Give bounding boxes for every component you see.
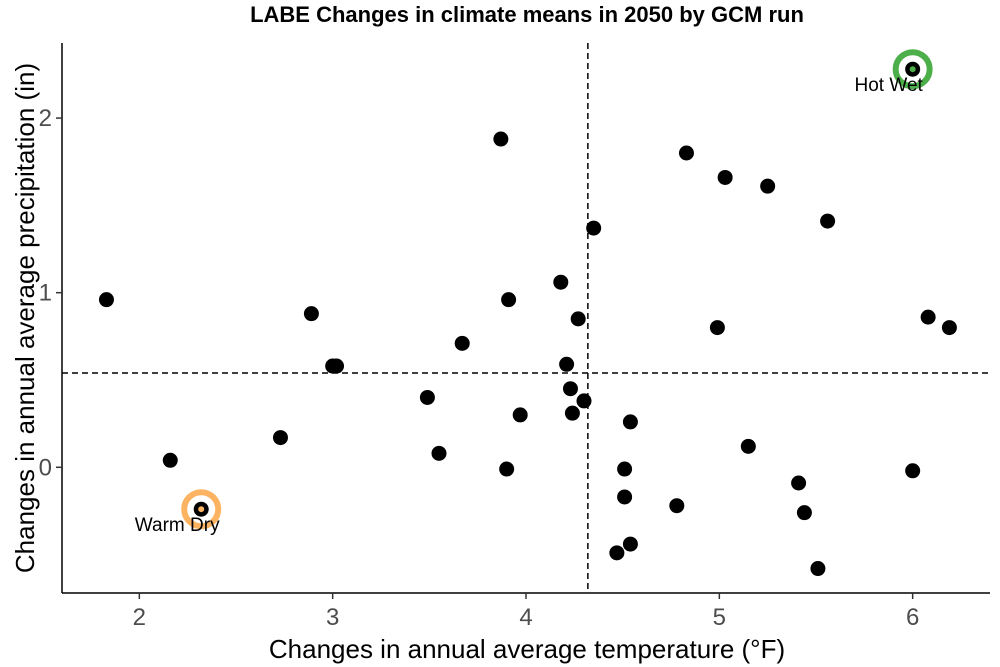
- data-point: [740, 438, 756, 454]
- data-point: [717, 169, 733, 185]
- chart-title: LABE Changes in climate means in 2050 by…: [250, 2, 804, 27]
- highlight-center: [909, 66, 916, 73]
- highlight-label: Warm Dry: [135, 515, 220, 536]
- data-point: [791, 475, 807, 491]
- data-point: [760, 178, 776, 194]
- data-point: [810, 561, 826, 577]
- x-tick-label: 3: [326, 604, 339, 631]
- data-point: [920, 309, 936, 325]
- x-tick-label: 5: [713, 604, 726, 631]
- x-axis-title: Changes in annual average temperature (°…: [269, 634, 785, 664]
- y-tick-label: 0: [39, 454, 52, 481]
- data-point: [617, 489, 633, 505]
- data-point: [586, 220, 602, 236]
- data-point: [501, 292, 517, 308]
- data-point: [454, 335, 470, 351]
- highlight-label: Hot Wet: [855, 75, 924, 96]
- data-point: [559, 356, 575, 372]
- data-point: [820, 213, 836, 229]
- data-point: [431, 445, 447, 461]
- data-point: [796, 505, 812, 521]
- data-point: [419, 389, 435, 405]
- x-tick-label: 6: [906, 604, 919, 631]
- highlight-ring: [892, 49, 933, 90]
- data-point: [617, 461, 633, 477]
- data-point: [512, 407, 528, 423]
- data-point: [622, 414, 638, 430]
- highlight-center: [198, 506, 205, 513]
- data-point: [562, 381, 578, 397]
- highlight-ring: [181, 489, 222, 530]
- data-point: [941, 320, 957, 336]
- data-point: [564, 405, 580, 421]
- data-point: [98, 292, 114, 308]
- y-axis-title: Changes in annual average precipitation …: [10, 63, 40, 573]
- y-tick-label: 2: [39, 105, 52, 132]
- data-point: [709, 320, 725, 336]
- data-point: [669, 498, 685, 514]
- data-point: [493, 131, 509, 147]
- data-point: [303, 306, 319, 322]
- x-tick-label: 4: [519, 604, 532, 631]
- plot-area: 2 3 4 5 6 0 1 2 Hot Wet Warm Dry: [39, 43, 990, 631]
- data-point: [609, 545, 625, 561]
- x-tick-label: 2: [133, 604, 146, 631]
- data-point: [622, 536, 638, 552]
- data-point: [905, 463, 921, 479]
- data-point: [553, 274, 569, 290]
- data-point: [272, 430, 288, 446]
- data-point: [570, 311, 586, 327]
- data-point: [678, 145, 694, 161]
- data-point: [162, 452, 178, 468]
- data-point: [499, 461, 515, 477]
- y-tick-label: 1: [39, 280, 52, 307]
- data-point: [329, 358, 345, 374]
- data-point: [576, 393, 592, 409]
